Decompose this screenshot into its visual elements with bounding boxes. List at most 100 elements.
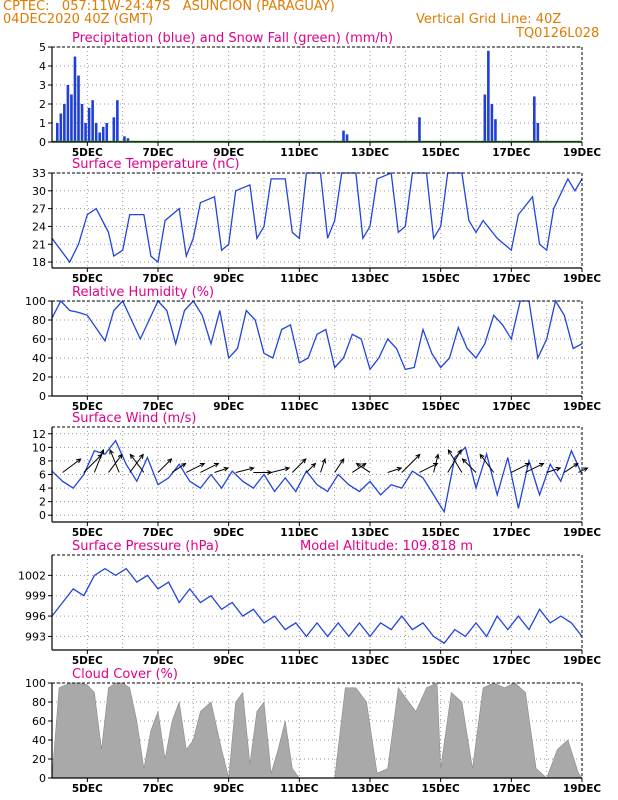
wind-arrowhead	[99, 448, 105, 455]
ytick-label: 40	[32, 352, 46, 365]
ytick-label: 60	[32, 715, 46, 728]
wind-arrowhead	[301, 458, 307, 464]
precip-bar	[87, 107, 91, 142]
xtick-label: 19DEC	[563, 401, 602, 413]
wind-arrow	[62, 458, 81, 473]
wind-arrowhead	[199, 463, 206, 468]
panel-temperature: 18 21 24 27 30 33 5DEC 7DEC 9DEC 11DEC 13DEC 15DEC 1…	[32, 157, 601, 285]
xtick-label: 13DEC	[351, 527, 390, 539]
xtick-label: 5DEC	[72, 401, 103, 413]
wind-arrowhead	[339, 458, 345, 464]
wind-arrow	[352, 463, 367, 473]
xtick-label: 13DEC	[351, 273, 390, 285]
xtick-label: 13DEC	[351, 783, 390, 795]
precip-bar	[116, 100, 119, 142]
ytick-label: 80	[32, 314, 46, 327]
ytick-label: 4	[39, 482, 46, 495]
xtick-label: 13DEC	[351, 147, 390, 159]
ytick-label: 0	[39, 772, 46, 785]
ytick-label: 993	[25, 630, 46, 643]
wind-arrowhead	[109, 448, 114, 455]
xtick-label: 7DEC	[143, 783, 174, 795]
panel-humidity: 0 20 40 60 80 100 5DEC 7DEC 9DEC 11DEC 13DEC 15DEC 1…	[25, 285, 601, 413]
wind-arrow	[186, 463, 205, 473]
precip-bar	[84, 123, 87, 142]
ytick-label: 3	[39, 79, 46, 92]
wind-arrowhead	[284, 466, 291, 472]
wind-arrowhead	[76, 458, 82, 464]
precip-bar	[59, 113, 63, 142]
ytick-label: 1002	[18, 569, 46, 582]
wind-arrow	[270, 467, 290, 473]
ytick-label: 5	[39, 41, 46, 54]
ytick-label: 20	[32, 753, 46, 766]
wind-arrowhead	[555, 466, 562, 472]
pressure-line	[51, 567, 583, 645]
panel-annotation: Model Altitude: 109.818 m	[300, 539, 473, 554]
xtick-label: 9DEC	[213, 273, 244, 285]
wind-arrow	[83, 454, 103, 473]
wind-arrowhead	[138, 453, 144, 459]
panel-title: Relative Humidity (%)	[72, 285, 214, 300]
precip-bar	[70, 94, 73, 142]
precip-bar	[56, 123, 59, 142]
wind-arrowhead	[457, 449, 462, 455]
xtick-label: 11DEC	[280, 401, 319, 413]
wind-arrow	[291, 458, 307, 473]
humidity-line	[51, 299, 583, 371]
header-station: CPTEC: 057:11W-24:47S ASUNCION (PARAGUAY…	[3, 0, 335, 14]
ytick-label: 60	[32, 333, 46, 346]
xtick-label: 7DEC	[143, 401, 174, 413]
wind-arrowhead	[129, 453, 135, 459]
ytick-label: 10	[32, 441, 46, 454]
header-datetime: 04DEC2020 40Z (GMT)	[3, 12, 154, 27]
xtick-label: 15DEC	[422, 273, 461, 285]
wind-arrowhead	[396, 466, 403, 472]
xtick-label: 13DEC	[351, 401, 390, 413]
wind-arrowhead	[181, 462, 187, 468]
panel-title: Surface Wind (m/s)	[72, 411, 196, 426]
xtick-label: 15DEC	[422, 655, 461, 667]
wind-arrow	[109, 449, 120, 473]
xtick-label: 7DEC	[143, 655, 174, 667]
header-grid-line: Vertical Grid Line: 40Z	[416, 12, 562, 27]
precip-bar	[533, 96, 536, 142]
ytick-label: 100	[25, 677, 46, 690]
xtick-label: 5DEC	[72, 655, 103, 667]
xtick-label: 17DEC	[492, 147, 531, 159]
wind-arrowhead	[524, 463, 531, 468]
wind-arrow	[401, 454, 421, 473]
precip-bar	[536, 123, 540, 142]
xtick-label: 9DEC	[213, 527, 244, 539]
ytick-label: 21	[32, 238, 46, 251]
wind-arrowhead	[539, 463, 545, 468]
xtick-label: 9DEC	[213, 401, 244, 413]
xtick-label: 15DEC	[422, 147, 461, 159]
precip-bar	[123, 136, 126, 142]
xtick-label: 11DEC	[280, 527, 319, 539]
wind-arrowhead	[167, 458, 173, 464]
xtick-label: 11DEC	[280, 273, 319, 285]
wind-arrow	[578, 467, 588, 473]
ytick-label: 0	[39, 136, 46, 149]
wind-arrow	[200, 463, 219, 473]
wind-arrowhead	[223, 466, 230, 472]
panel-title: Surface Temperature (nC)	[72, 157, 240, 172]
ytick-label: 0	[39, 390, 46, 403]
panel-title: Surface Pressure (hPa)	[72, 539, 219, 554]
xtick-label: 15DEC	[422, 527, 461, 539]
ytick-label: 40	[32, 734, 46, 747]
xtick-label: 17DEC	[492, 783, 531, 795]
xtick-label: 11DEC	[280, 147, 319, 159]
ytick-label: 24	[32, 220, 46, 233]
ytick-label: 12	[32, 428, 46, 441]
wind-arrow	[433, 454, 439, 473]
wind-arrow	[525, 463, 544, 473]
wind-arrow	[214, 467, 229, 473]
precip-bar	[77, 75, 80, 142]
xtick-label: 9DEC	[213, 147, 244, 159]
ytick-label: 20	[32, 371, 46, 384]
wind-arrow	[511, 463, 530, 473]
ytick-label: 33	[32, 167, 46, 180]
